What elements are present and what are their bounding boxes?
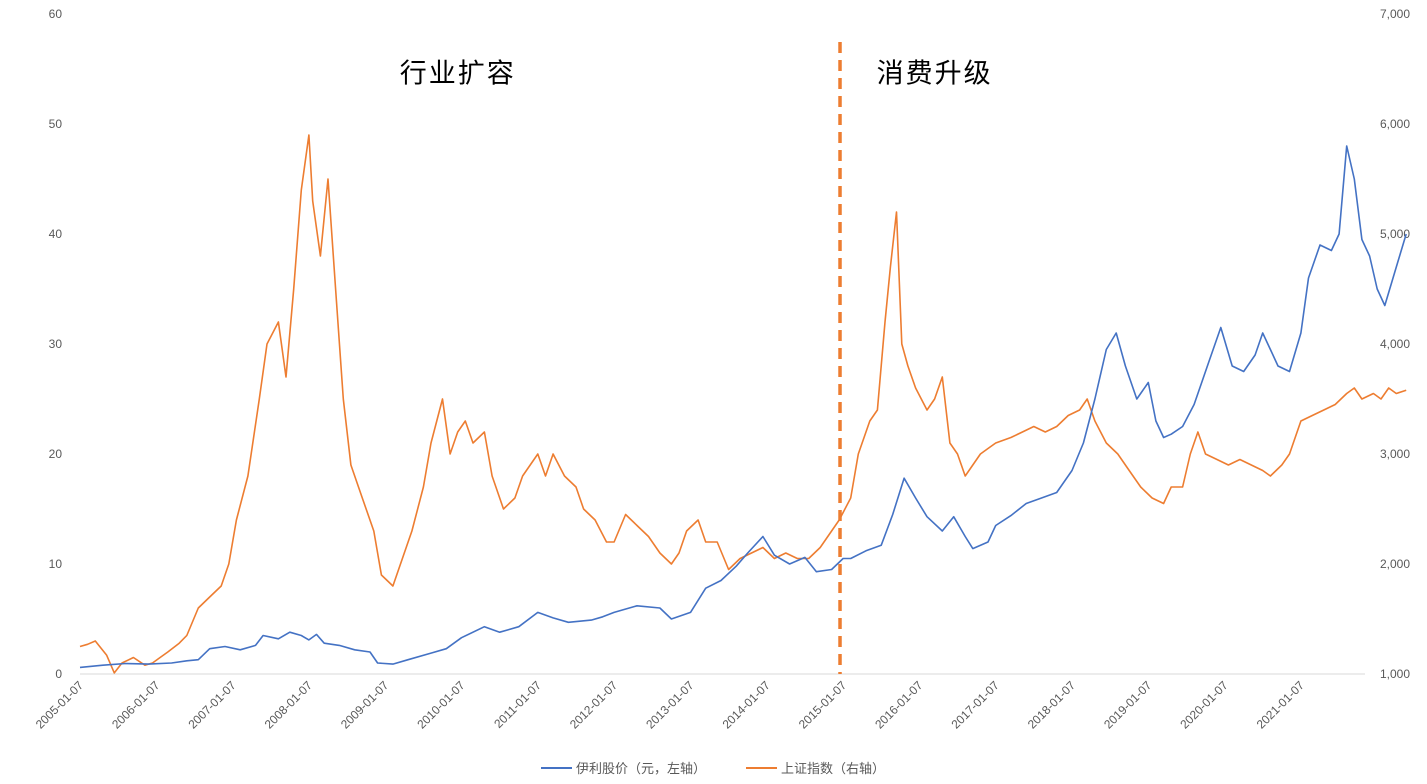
legend-label-yili: 伊利股价（元，左轴）: [576, 762, 706, 777]
right-axis-ticks: 1,000 2,000 3,000 4,000 5,000 6,000 7,000: [1380, 7, 1410, 681]
x-tick-label: 2021-01-07: [1254, 678, 1308, 732]
yili-price-line: [79, 145, 1407, 669]
y-left-tick-label: 20: [49, 447, 63, 461]
x-tick-label: 2018-01-07: [1025, 678, 1079, 732]
x-axis-ticks: 2005-01-07 2006-01-07 2007-01-07 2008-01-07…: [33, 678, 1307, 732]
left-axis-ticks: 0 10 20 30 40 50 60: [49, 7, 63, 681]
legend-label-sse: 上证指数（右轴）: [781, 762, 885, 777]
x-tick-label: 2013-01-07: [643, 678, 697, 732]
x-tick-label: 2008-01-07: [262, 678, 316, 732]
x-tick-label: 2006-01-07: [109, 678, 163, 732]
y-right-tick-label: 6,000: [1380, 117, 1410, 131]
sse-index-line: [79, 134, 1407, 674]
x-tick-label: 2005-01-07: [33, 678, 87, 732]
y-right-tick-label: 2,000: [1380, 557, 1410, 571]
y-right-tick-label: 5,000: [1380, 227, 1410, 241]
x-tick-label: 2009-01-07: [338, 678, 392, 732]
x-tick-label: 2015-01-07: [796, 678, 850, 732]
y-left-tick-label: 40: [49, 227, 63, 241]
y-left-tick-label: 60: [49, 7, 63, 21]
x-tick-label: 2010-01-07: [414, 678, 468, 732]
x-tick-label: 2017-01-07: [948, 678, 1002, 732]
y-right-tick-label: 3,000: [1380, 447, 1410, 461]
y-left-tick-label: 30: [49, 337, 63, 351]
y-left-tick-label: 50: [49, 117, 63, 131]
legend: 伊利股价（元，左轴） 上证指数（右轴）: [541, 762, 885, 777]
y-right-tick-label: 1,000: [1380, 667, 1410, 681]
y-right-tick-label: 4,000: [1380, 337, 1410, 351]
annotation-industry-expansion: 行业扩容: [400, 58, 516, 89]
x-tick-label: 2014-01-07: [720, 678, 774, 732]
annotation-consumption-upgrade: 消费升级: [877, 58, 993, 89]
y-left-tick-label: 10: [49, 557, 63, 571]
y-left-tick-label: 0: [55, 667, 62, 681]
y-right-tick-label: 7,000: [1380, 7, 1410, 21]
x-tick-label: 2019-01-07: [1101, 678, 1155, 732]
x-tick-label: 2016-01-07: [872, 678, 926, 732]
x-tick-label: 2007-01-07: [185, 678, 239, 732]
x-tick-label: 2012-01-07: [567, 678, 621, 732]
x-tick-label: 2020-01-07: [1177, 678, 1231, 732]
x-tick-label: 2011-01-07: [491, 678, 544, 731]
